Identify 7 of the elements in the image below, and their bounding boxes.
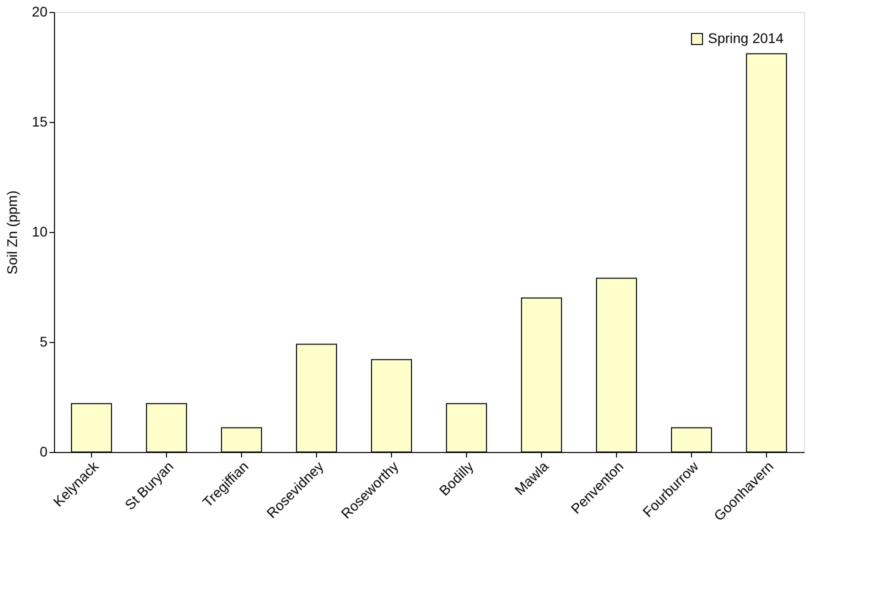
y-tick-label: 0 xyxy=(40,444,48,460)
y-tick-label: 20 xyxy=(32,4,48,20)
y-axis-title: Soil Zn (ppm) xyxy=(4,190,20,275)
legend-label: Spring 2014 xyxy=(708,30,784,46)
y-tick-label: 15 xyxy=(32,114,48,130)
y-tick-label: 10 xyxy=(32,224,48,240)
y-tick-label: 5 xyxy=(40,334,48,350)
